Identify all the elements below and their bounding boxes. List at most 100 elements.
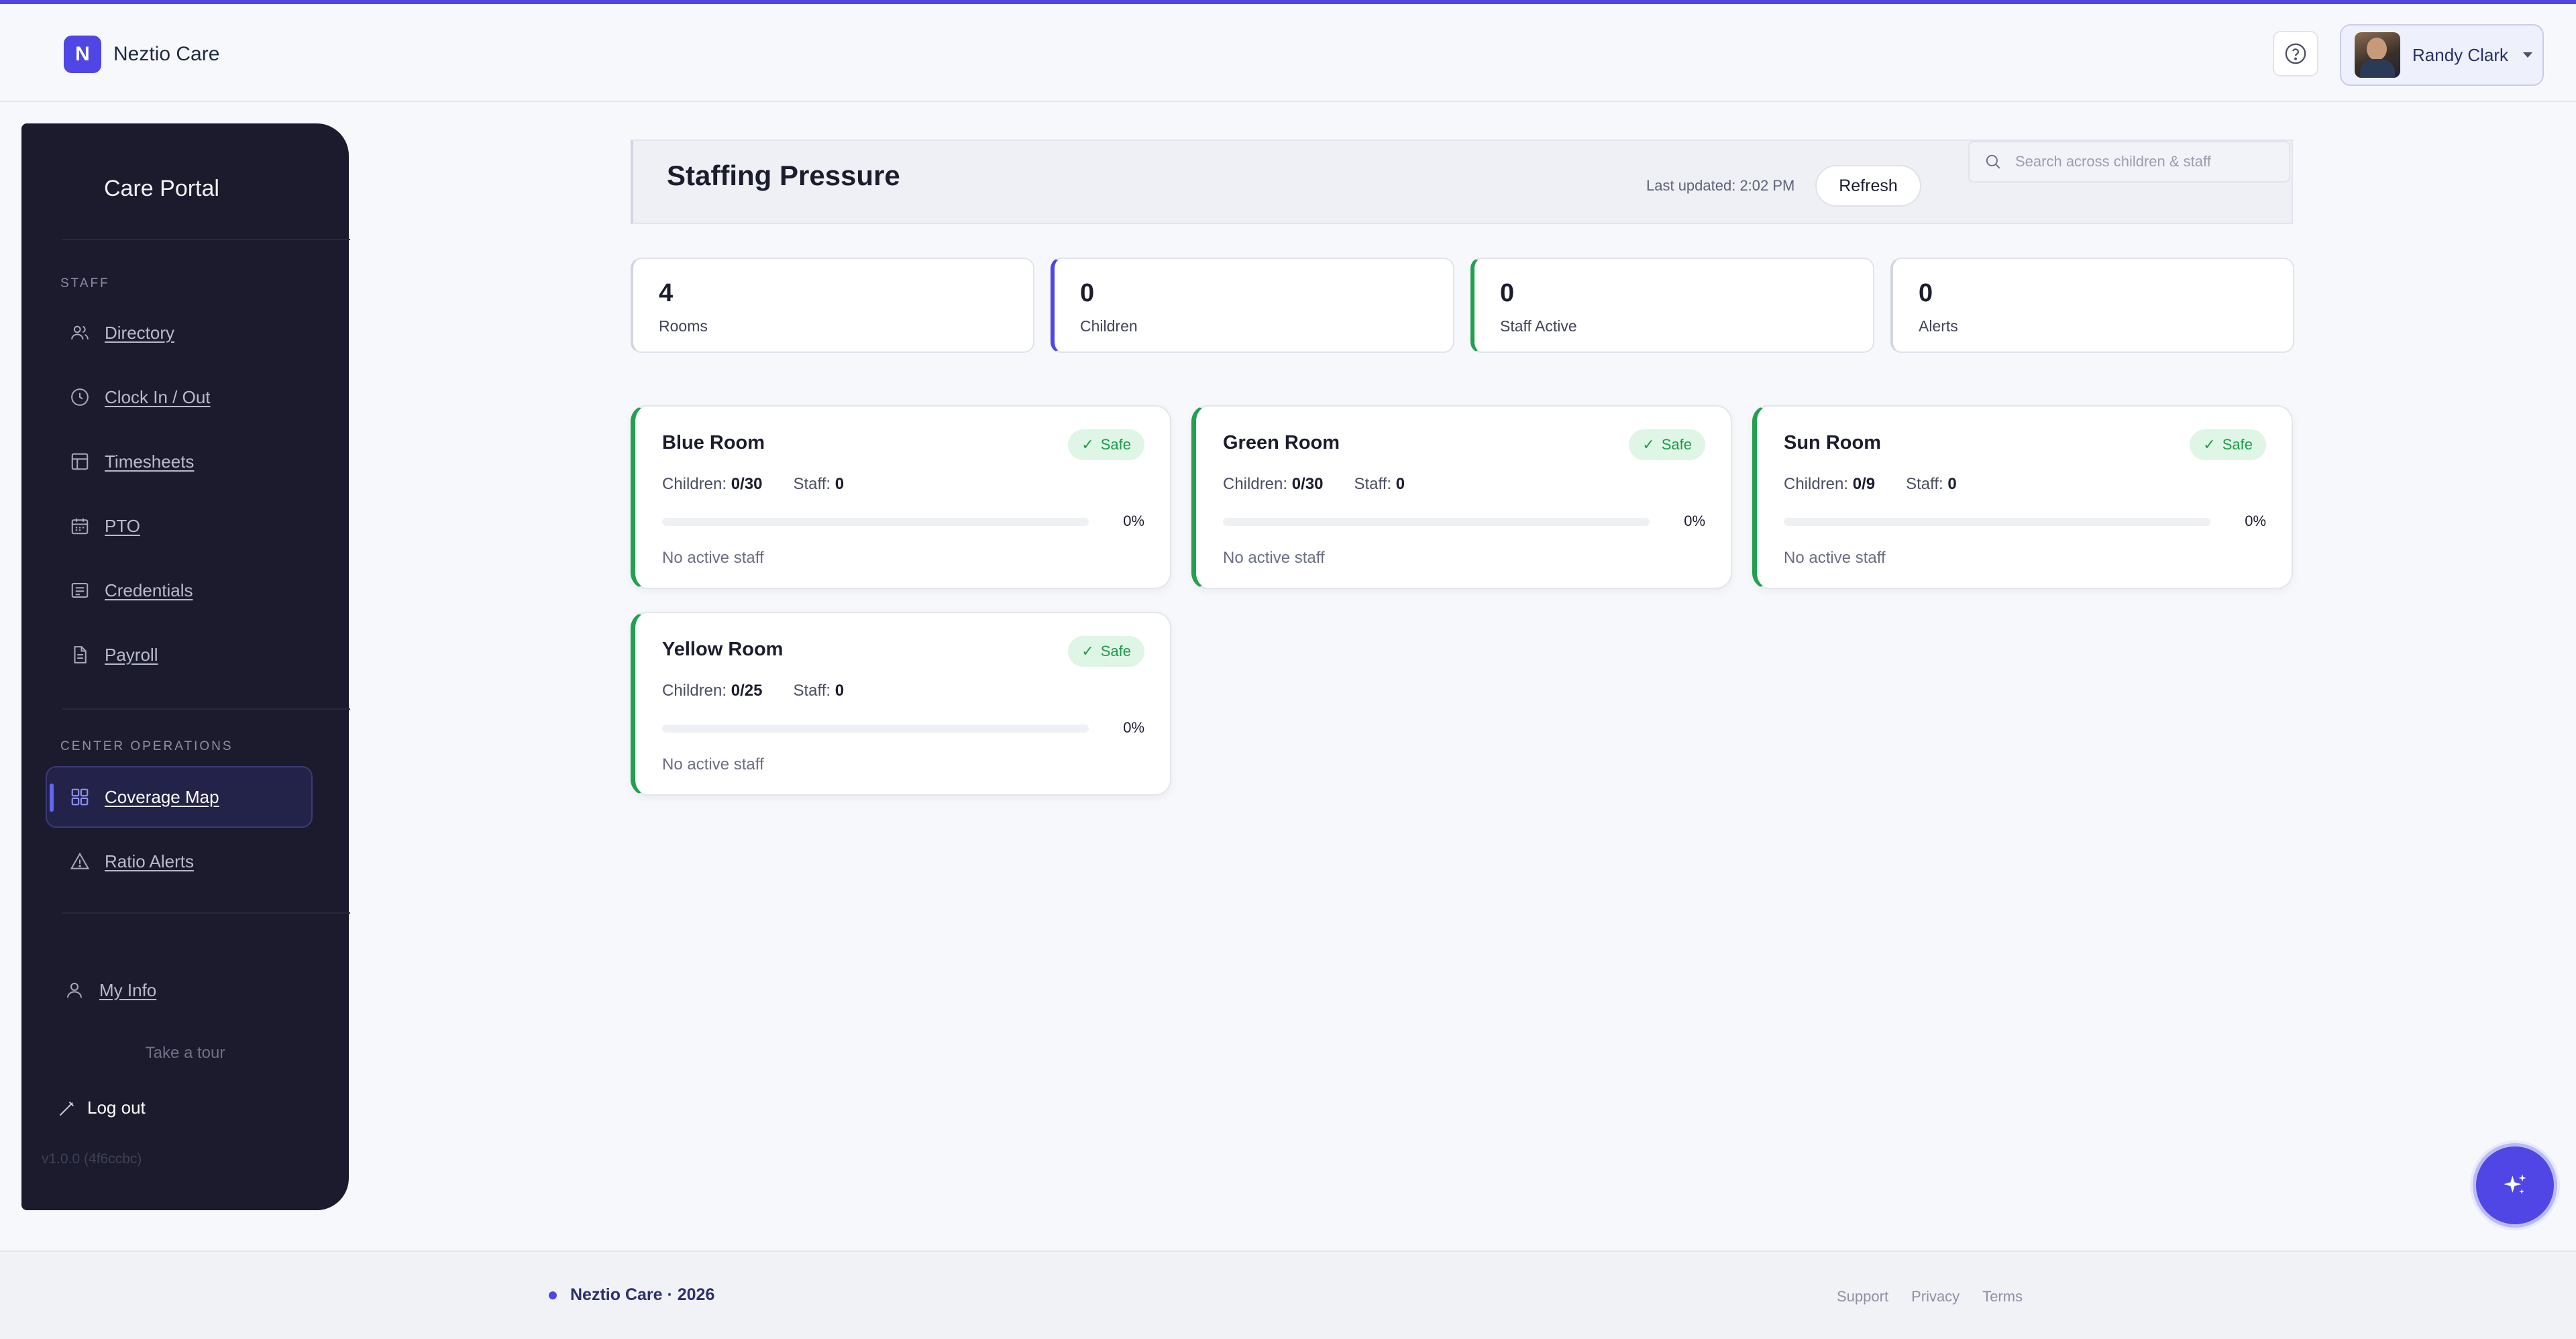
children-count: 0/9 xyxy=(1852,475,1876,493)
sidebar-item-clock-in-out[interactable]: Clock In / Out xyxy=(68,377,211,417)
section-label-staff: STAFF xyxy=(60,276,110,290)
pencil-icon xyxy=(59,1101,74,1116)
ratio-progress-bar xyxy=(662,725,1089,733)
warning-icon xyxy=(68,850,91,873)
user-name: Randy Clark xyxy=(2412,44,2509,65)
sidebar-item-label: Timesheets xyxy=(105,451,195,472)
sidebar-item-label: Clock In / Out xyxy=(105,386,211,407)
active-indicator xyxy=(50,784,54,812)
refresh-button[interactable]: Refresh xyxy=(1815,165,1921,207)
sidebar: Care Portal STAFF Directory Clock In / O… xyxy=(21,123,350,1210)
brand-logo: N xyxy=(64,36,101,73)
stat-card-rooms: 4 Rooms xyxy=(631,258,1034,353)
stat-value: 4 xyxy=(659,279,674,307)
ratio-percent: 0% xyxy=(1123,719,1144,736)
last-updated-text: Last updated: 2:02 PM xyxy=(1646,177,1795,194)
sidebar-item-label: Coverage Map xyxy=(105,786,219,807)
sidebar-item-label: Ratio Alerts xyxy=(105,851,194,871)
staff-note: No active staff xyxy=(1223,549,1325,567)
footer-link-terms[interactable]: Terms xyxy=(1982,1288,2023,1305)
footer-brand: Neztio Care · 2026 xyxy=(549,1285,714,1305)
sidebar-item-label: Directory xyxy=(105,322,175,343)
stat-card-alerts: 0 Alerts xyxy=(1890,258,2294,353)
footer-link-privacy[interactable]: Privacy xyxy=(1911,1288,1960,1305)
children-count: 0/30 xyxy=(731,475,763,493)
check-icon: ✓ xyxy=(1081,643,1094,659)
room-card-blue-room[interactable]: Blue Room ✓ Safe Children: 0/30 Staff: 0 0… xyxy=(631,405,1171,589)
staff-count: 0 xyxy=(835,682,845,700)
sidebar-item-label: PTO xyxy=(105,515,140,536)
sidebar-item-ratio-alerts[interactable]: Ratio Alerts xyxy=(68,841,194,881)
top-accent-bar xyxy=(0,0,2576,4)
brand-dot xyxy=(549,1291,557,1299)
sparkle-icon xyxy=(2504,1174,2526,1194)
status-badge: ✓ Safe xyxy=(1629,429,1705,460)
room-card-yellow-room[interactable]: Yellow Room ✓ Safe Children: 0/25 Staff: 0… xyxy=(631,612,1171,796)
search-box[interactable] xyxy=(1968,141,2290,182)
sidebar-item-credentials[interactable]: Credentials xyxy=(68,570,193,610)
staff-count: 0 xyxy=(1395,475,1405,493)
stat-card-staff-active: 0 Staff Active xyxy=(1470,258,1874,353)
calendar-icon xyxy=(68,515,91,537)
check-icon: ✓ xyxy=(2203,436,2216,453)
help-button[interactable] xyxy=(2273,31,2318,76)
room-name: Blue Room xyxy=(662,432,765,453)
sidebar-item-payroll[interactable]: Payroll xyxy=(68,635,158,675)
check-icon: ✓ xyxy=(1642,436,1655,453)
take-a-tour-link[interactable]: Take a tour xyxy=(145,1044,225,1062)
brand-name: Neztio Care xyxy=(113,43,220,65)
check-icon: ✓ xyxy=(1081,436,1094,453)
ratio-percent: 0% xyxy=(1123,513,1144,529)
room-card-sun-room[interactable]: Sun Room ✓ Safe Children: 0/9 Staff: 0 0% … xyxy=(1752,405,2293,589)
room-name: Yellow Room xyxy=(662,639,784,660)
staff-note: No active staff xyxy=(662,549,764,567)
staff-note: No active staff xyxy=(1784,549,1886,567)
stat-label: Staff Active xyxy=(1500,317,1577,335)
footer: Neztio Care · 2026 Support Privacy Terms xyxy=(0,1250,2576,1339)
page-header: Staffing Pressure Last updated: 2:02 PM … xyxy=(631,140,2293,224)
user-menu-button[interactable]: Randy Clark xyxy=(2340,24,2544,86)
sidebar-item-pto[interactable]: PTO xyxy=(68,506,140,546)
sidebar-item-label: My Info xyxy=(99,979,157,1000)
sidebar-item-timesheets[interactable]: Timesheets xyxy=(68,441,194,482)
footer-link-support[interactable]: Support xyxy=(1837,1288,1889,1305)
ratio-progress-bar xyxy=(1223,518,1650,526)
top-header: N Neztio Care Randy Clark xyxy=(0,4,2576,102)
staff-note: No active staff xyxy=(662,755,764,773)
room-name: Green Room xyxy=(1223,432,1340,453)
section-label-center-operations: CENTER OPERATIONS xyxy=(60,739,233,753)
avatar xyxy=(2355,32,2400,78)
status-badge: ✓ Safe xyxy=(2190,429,2266,460)
children-count: 0/30 xyxy=(1291,475,1324,493)
stat-card-children: 0 Children xyxy=(1051,258,1454,353)
sidebar-item-directory[interactable]: Directory xyxy=(68,313,174,353)
status-badge: ✓ Safe xyxy=(1068,636,1144,667)
logout-button[interactable]: Log out xyxy=(58,1097,146,1118)
help-circle-icon xyxy=(2285,43,2306,64)
sidebar-divider xyxy=(62,708,350,710)
room-counts: Children: 0/30 Staff: 0 xyxy=(1223,475,1405,493)
chevron-down-icon xyxy=(2523,52,2533,58)
assistant-fab-button[interactable] xyxy=(2473,1143,2557,1228)
stat-value: 0 xyxy=(1080,279,1095,307)
table-icon xyxy=(68,450,91,473)
sidebar-item-my-info[interactable]: My Info xyxy=(63,970,156,1010)
stat-label: Children xyxy=(1080,317,1138,335)
sidebar-divider xyxy=(62,912,350,914)
brand[interactable]: N Neztio Care xyxy=(64,36,219,73)
users-icon xyxy=(68,321,91,344)
ratio-progress-bar xyxy=(1784,518,2210,526)
stat-value: 0 xyxy=(1919,279,1933,307)
children-count: 0/25 xyxy=(731,682,763,700)
clock-icon xyxy=(68,386,91,409)
staff-count: 0 xyxy=(1947,475,1957,493)
status-badge: ✓ Safe xyxy=(1068,429,1144,460)
room-card-green-room[interactable]: Green Room ✓ Safe Children: 0/30 Staff: 0 … xyxy=(1191,405,1732,589)
sidebar-item-coverage-map[interactable]: Coverage Map xyxy=(46,766,313,828)
room-counts: Children: 0/30 Staff: 0 xyxy=(662,475,845,493)
user-icon xyxy=(63,979,86,1002)
search-input[interactable] xyxy=(2015,153,2284,170)
sidebar-divider xyxy=(62,239,350,240)
version-text: v1.0.0 (4f6ccbc) xyxy=(42,1151,142,1167)
sidebar-item-label: Payroll xyxy=(105,644,158,665)
